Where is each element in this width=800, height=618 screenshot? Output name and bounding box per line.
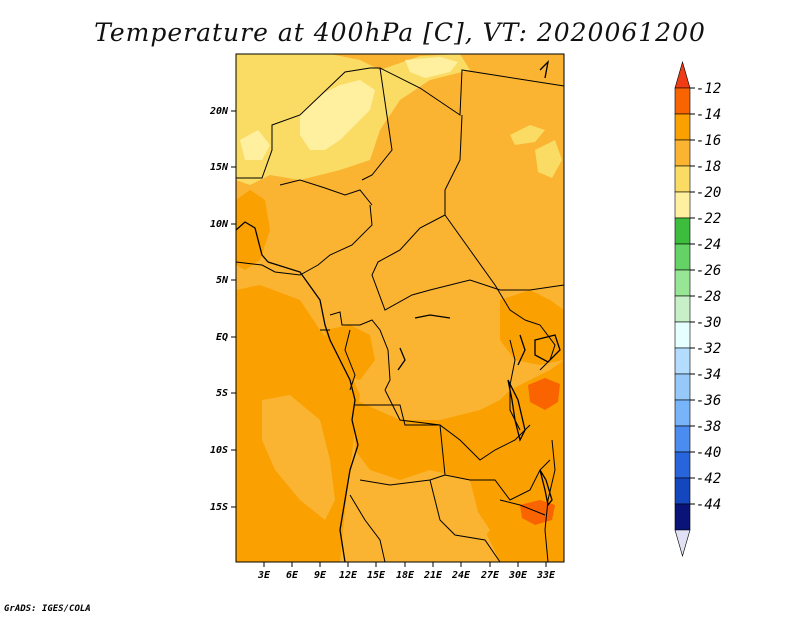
lat-tick-label: 5S <box>216 388 228 399</box>
lake-tanganyika <box>507 379 526 442</box>
colorbar-swatch <box>674 347 691 375</box>
lake-malawi <box>539 469 553 507</box>
credit-text: GrADS: IGES/COLA <box>4 604 91 614</box>
field-coolest-north-3 <box>240 130 270 160</box>
field-coolest-north-2 <box>405 57 458 78</box>
lat-axis: 20N 15N 10N 5N EQ 5S 10S 15S <box>209 106 236 513</box>
temperature-field <box>236 54 564 562</box>
colorbar: -12 -14 -16 -18 -20 -22 -24 -26 -28 -30 -32 -34 -36 -… <box>674 60 721 558</box>
lon-axis: 3E 6E 9E 12E 15E 18E 21E 24E 27E 30E 33E <box>257 562 556 581</box>
colorbar-label: -42 <box>696 471 721 487</box>
colorbar-label: -20 <box>696 185 721 201</box>
colorbar-swatch <box>674 295 691 323</box>
colorbar-swatch <box>674 139 691 167</box>
field-warm-central <box>325 325 375 380</box>
colorbar-label: -28 <box>696 289 721 305</box>
lat-tick-label: 10S <box>210 445 228 456</box>
lon-tick-label: 30E <box>508 570 528 581</box>
field-cool-interior <box>365 480 490 560</box>
lon-tick-label: 12E <box>339 570 358 581</box>
colorbar-label: -22 <box>696 211 721 227</box>
field-cool-east-2 <box>535 140 562 178</box>
colorbar-label: -30 <box>696 315 721 331</box>
lon-tick-label: 15E <box>367 570 386 581</box>
colorbar-label: -26 <box>696 263 721 279</box>
colorbar-label: -36 <box>696 393 721 409</box>
field-hot-east <box>528 378 560 410</box>
colorbar-label: -34 <box>696 367 721 383</box>
lat-tick-label: 20N <box>209 106 229 117</box>
colorbar-label: -44 <box>696 497 721 513</box>
colorbar-top-arrow <box>674 60 691 89</box>
lon-tick-label: 18E <box>396 570 415 581</box>
lat-tick-label: EQ <box>216 332 228 343</box>
colorbar-label: -24 <box>696 237 721 253</box>
colorbar-swatch <box>674 165 691 193</box>
colorbar-swatch <box>674 503 691 531</box>
colorbar-label: -18 <box>696 159 721 175</box>
colorbar-swatch <box>674 243 691 271</box>
colorbar-swatch <box>674 399 691 427</box>
colorbar-swatch <box>674 113 691 141</box>
colorbar-swatch <box>674 191 691 219</box>
field-warm-east <box>500 290 564 365</box>
lon-tick-label: 33E <box>536 570 556 581</box>
field-warm-south <box>355 360 564 562</box>
lon-tick-label: 27E <box>480 570 500 581</box>
lon-tick-label: 9E <box>314 570 327 581</box>
lon-tick-label: 6E <box>286 570 299 581</box>
map-frame <box>235 53 565 563</box>
lat-tick-label: 15N <box>210 162 229 173</box>
lat-tick-label: 15S <box>210 502 228 513</box>
colorbar-swatch <box>674 87 691 115</box>
lat-tick-label: 10N <box>210 219 229 230</box>
lon-tick-label: 21E <box>423 570 443 581</box>
lon-tick-label: 24E <box>451 570 471 581</box>
colorbar-label: -38 <box>696 419 721 435</box>
colorbar-label: -40 <box>696 445 721 461</box>
lake-victoria <box>534 334 561 363</box>
colorbar-swatch <box>674 373 691 401</box>
lat-tick-label: 5N <box>216 275 229 286</box>
colorbar-bottom-arrow <box>674 529 691 558</box>
colorbar-swatch <box>674 451 691 479</box>
colorbar-swatch <box>674 269 691 297</box>
colorbar-swatch <box>674 425 691 453</box>
colorbar-label: -16 <box>696 133 721 149</box>
colorbar-swatch <box>674 321 691 349</box>
colorbar-label: -12 <box>696 81 721 97</box>
colorbar-swatch <box>674 477 691 505</box>
colorbar-label: -32 <box>696 341 721 357</box>
colorbar-label: -14 <box>696 107 721 123</box>
colorbar-swatch <box>674 217 691 245</box>
field-warm-gulf <box>236 190 270 270</box>
field-cool-coastal-band <box>262 395 335 520</box>
lon-tick-label: 3E <box>257 570 271 581</box>
map-title: Temperature at 400hPa [C], VT: 202006120… <box>94 18 706 47</box>
coastline <box>235 60 561 563</box>
field-cool-east <box>510 125 545 145</box>
